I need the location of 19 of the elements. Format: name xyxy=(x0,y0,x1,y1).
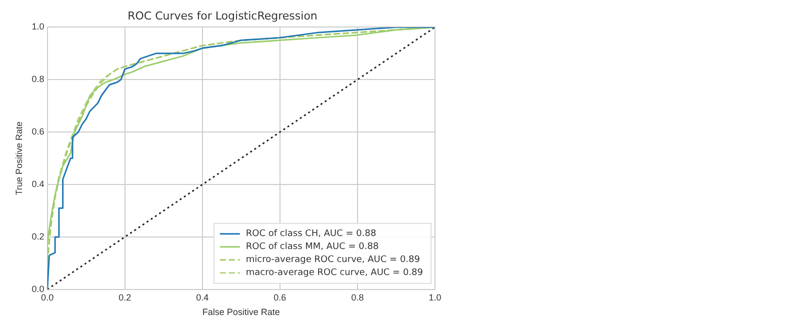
y-tick-label: 0.6 xyxy=(32,126,44,137)
x-tick-label: 1.0 xyxy=(428,292,442,302)
y-tick-label: 1.0 xyxy=(32,22,44,32)
x-tick-label: 0.8 xyxy=(351,292,364,302)
x-tick-label: 0.4 xyxy=(196,292,209,302)
x-axis-title: False Positive Rate xyxy=(202,307,280,318)
y-tick-label: 0.2 xyxy=(32,231,44,242)
y-tick-label: 0.8 xyxy=(32,74,44,84)
chart-title: ROC Curves for LogisticRegression xyxy=(128,9,318,22)
legend-label: ROC of class MM, AUC = 0.88 xyxy=(246,242,379,252)
y-axis-title: True Positive Rate xyxy=(14,121,24,196)
x-tick-label: 0.6 xyxy=(274,292,286,302)
legend-label: micro-average ROC curve, AUC = 0.89 xyxy=(246,255,420,266)
x-tick-label: 0.0 xyxy=(41,292,54,302)
y-tick-label: 0.4 xyxy=(32,179,44,190)
x-tick-label: 0.2 xyxy=(118,292,132,302)
y-tick-label: 0.0 xyxy=(32,284,44,294)
legend-label: ROC of class CH, AUC = 0.88 xyxy=(246,229,376,240)
legend-label: macro-average ROC curve, AUC = 0.89 xyxy=(246,268,424,278)
